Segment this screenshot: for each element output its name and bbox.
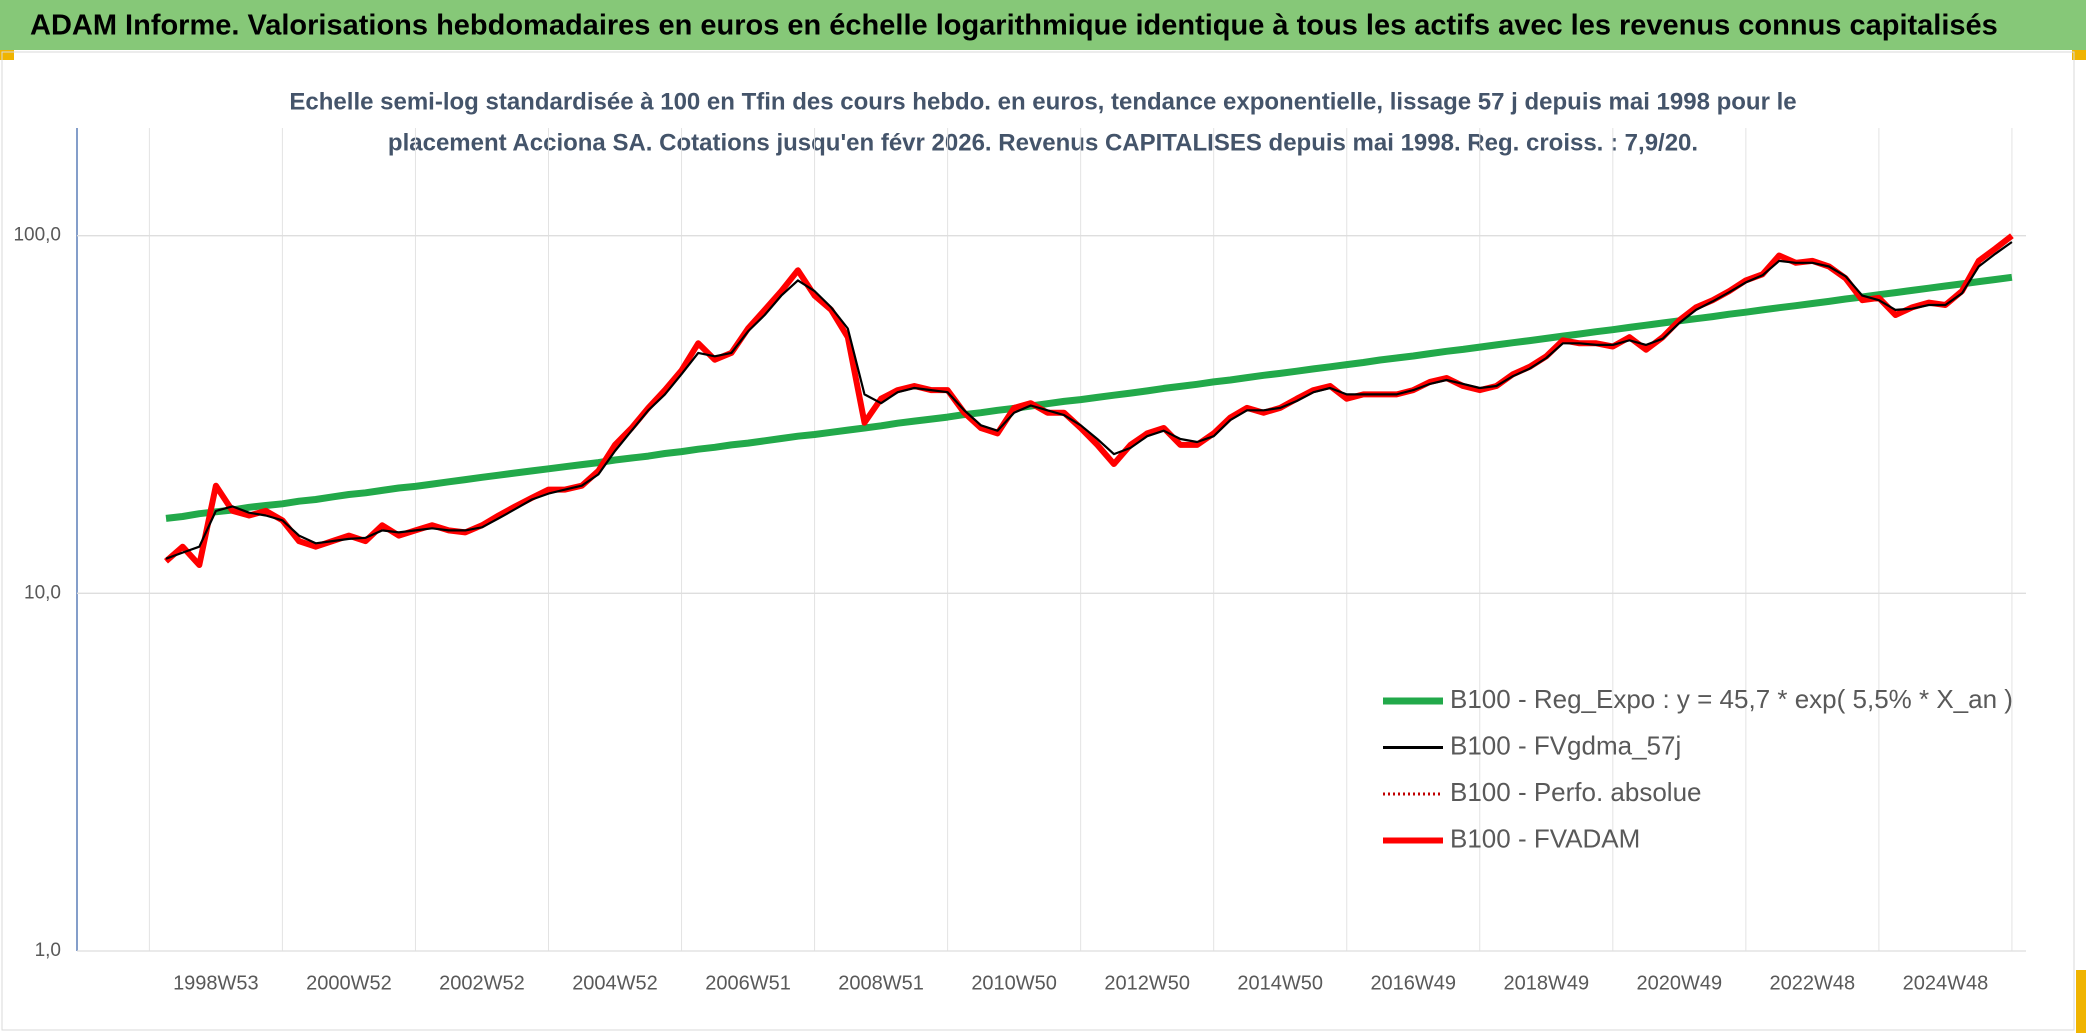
x-tick-label: 2018W49 — [1503, 972, 1589, 994]
series-line — [165, 241, 2013, 560]
corner — [0, 50, 14, 60]
x-tick-label: 2004W52 — [572, 972, 658, 994]
x-tick-label: 2014W50 — [1237, 972, 1323, 994]
chart-subtitle: placement Acciona SA. Cotations jusqu'en… — [388, 129, 1698, 156]
title-bar — [0, 0, 2086, 50]
chart-frame — [1, 51, 2075, 1031]
x-tick-label: 2010W50 — [971, 972, 1057, 994]
legend-label: B100 - Perfo. absolue — [1450, 777, 1702, 807]
x-tick-label: 2024W48 — [1903, 972, 1989, 994]
x-tick-label: 2006W51 — [705, 972, 791, 994]
x-tick-label: 2020W49 — [1637, 972, 1723, 994]
y-tick-label: 100,0 — [13, 225, 61, 246]
x-tick-label: 2000W52 — [306, 972, 392, 994]
chart-subtitle: Echelle semi-log standardisée à 100 en T… — [289, 88, 1796, 115]
chart-title: ADAM Informe. Valorisations hebdomadaire… — [30, 10, 1998, 42]
x-tick-label: 2012W50 — [1104, 972, 1190, 994]
x-tick-label: 2022W48 — [1770, 972, 1856, 994]
series-line — [165, 273, 2013, 522]
legend-label: B100 - FVgdma_57j — [1450, 730, 1681, 760]
x-tick-label: 2008W51 — [838, 972, 924, 994]
x-tick-label: 2016W49 — [1370, 972, 1456, 994]
y-tick-label: 1,0 — [35, 940, 61, 961]
legend-label: B100 - FVADAM — [1450, 823, 1640, 853]
y-tick-label: 10,0 — [24, 582, 61, 603]
legend-label: B100 - Reg_Expo : y = 45,7 * exp( 5,5% *… — [1450, 684, 2013, 714]
x-tick-label: 1998W53 — [173, 972, 259, 994]
corner — [2072, 50, 2086, 60]
x-tick-label: 2002W52 — [439, 972, 525, 994]
corner — [2076, 970, 2086, 1033]
